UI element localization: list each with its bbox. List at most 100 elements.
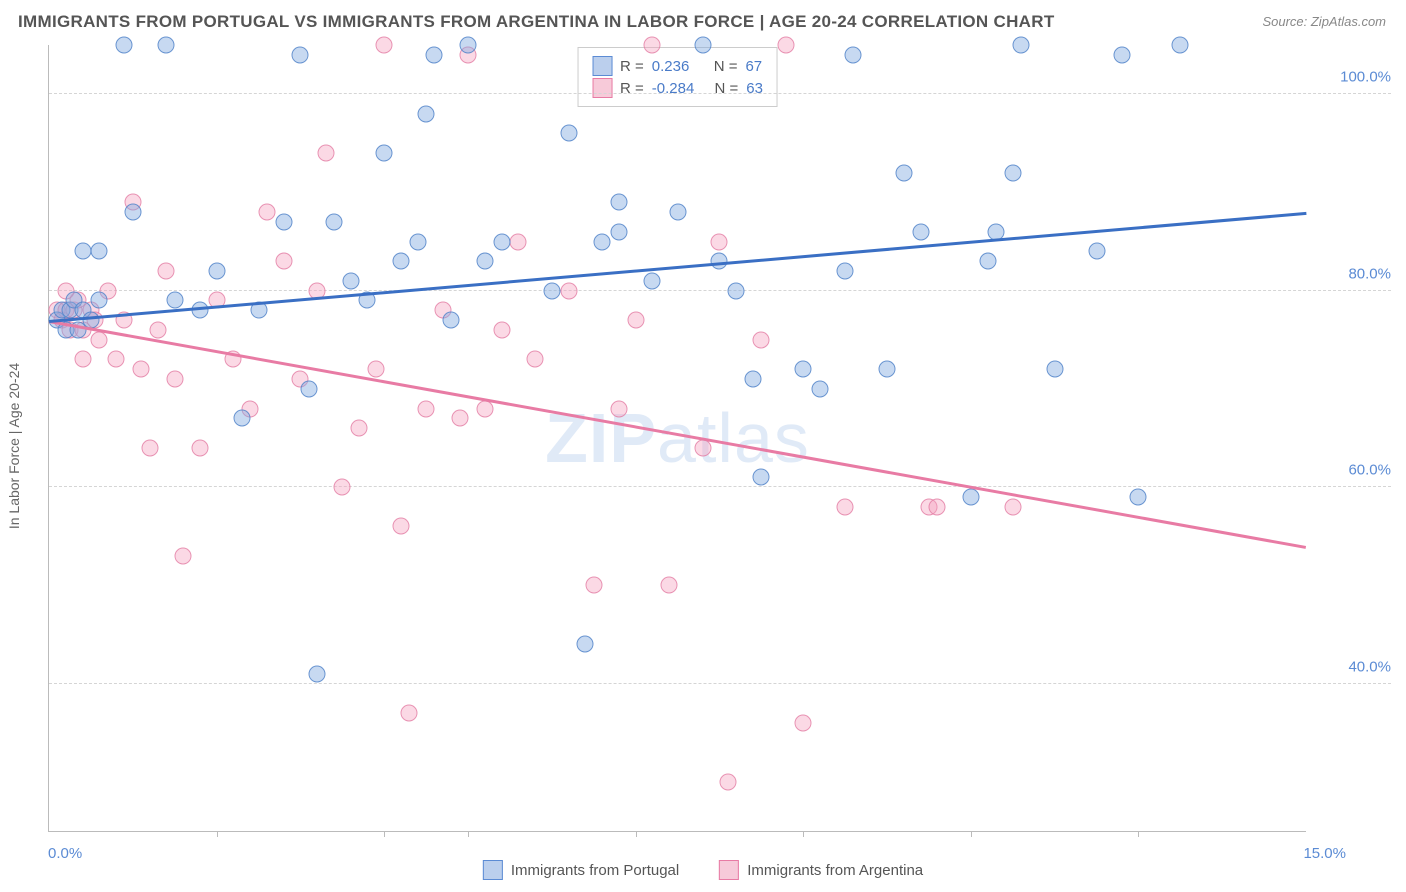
data-point xyxy=(300,380,317,397)
gridline xyxy=(49,486,1391,487)
data-point xyxy=(610,400,627,417)
y-tick-label: 80.0% xyxy=(1311,265,1391,282)
data-point xyxy=(694,37,711,54)
data-point xyxy=(837,498,854,515)
data-point xyxy=(158,262,175,279)
r-value-blue: 0.236 xyxy=(652,58,690,75)
data-point xyxy=(275,213,292,230)
data-point xyxy=(1130,488,1147,505)
data-point xyxy=(962,488,979,505)
trend-line xyxy=(49,212,1306,323)
data-point xyxy=(233,410,250,427)
data-point xyxy=(208,262,225,279)
data-point xyxy=(661,577,678,594)
data-point xyxy=(744,371,761,388)
swatch-blue-icon xyxy=(483,860,503,880)
data-point xyxy=(527,351,544,368)
data-point xyxy=(401,705,418,722)
gridline xyxy=(49,290,1391,291)
data-point xyxy=(476,400,493,417)
data-point xyxy=(317,145,334,162)
y-axis-title: In Labor Force | Age 20-24 xyxy=(6,363,22,529)
chart-title: IMMIGRANTS FROM PORTUGAL VS IMMIGRANTS F… xyxy=(18,12,1055,32)
data-point xyxy=(91,331,108,348)
data-point xyxy=(577,636,594,653)
data-point xyxy=(166,292,183,309)
data-point xyxy=(426,46,443,63)
series-pink-label: Immigrants from Argentina xyxy=(747,862,923,879)
data-point xyxy=(560,282,577,299)
data-point xyxy=(795,714,812,731)
data-point xyxy=(929,498,946,515)
data-point xyxy=(392,518,409,535)
data-point xyxy=(728,282,745,299)
data-point xyxy=(418,105,435,122)
data-point xyxy=(594,233,611,250)
data-point xyxy=(342,272,359,289)
swatch-pink-icon xyxy=(719,860,739,880)
trend-line xyxy=(49,320,1306,548)
y-tick-label: 100.0% xyxy=(1311,69,1391,86)
data-point xyxy=(1088,243,1105,260)
data-point xyxy=(309,665,326,682)
data-point xyxy=(895,164,912,181)
data-point xyxy=(367,361,384,378)
data-point xyxy=(175,547,192,564)
data-point xyxy=(610,223,627,240)
gridline xyxy=(49,93,1391,94)
data-point xyxy=(1013,37,1030,54)
data-point xyxy=(1172,37,1189,54)
data-point xyxy=(1046,361,1063,378)
data-point xyxy=(392,253,409,270)
data-point xyxy=(1004,164,1021,181)
data-point xyxy=(644,272,661,289)
data-point xyxy=(149,321,166,338)
x-tick xyxy=(384,831,385,837)
x-tick xyxy=(468,831,469,837)
data-point xyxy=(493,321,510,338)
data-point xyxy=(560,125,577,142)
x-max-label: 15.0% xyxy=(1303,845,1346,862)
x-tick xyxy=(803,831,804,837)
x-tick xyxy=(636,831,637,837)
data-point xyxy=(879,361,896,378)
data-point xyxy=(133,361,150,378)
data-point xyxy=(91,292,108,309)
data-point xyxy=(376,37,393,54)
data-point xyxy=(795,361,812,378)
swatch-pink-icon xyxy=(592,78,612,98)
data-point xyxy=(108,351,125,368)
data-point xyxy=(292,46,309,63)
data-point xyxy=(644,37,661,54)
x-tick xyxy=(1138,831,1139,837)
data-point xyxy=(778,37,795,54)
gridline xyxy=(49,683,1391,684)
data-point xyxy=(1004,498,1021,515)
data-point xyxy=(837,262,854,279)
data-point xyxy=(719,773,736,790)
plot-area: ZIPatlas R = 0.236 N = 67 R = -0.284 N =… xyxy=(48,45,1306,832)
data-point xyxy=(376,145,393,162)
n-value-blue: 67 xyxy=(745,58,762,75)
data-point xyxy=(158,37,175,54)
data-point xyxy=(510,233,527,250)
data-point xyxy=(811,380,828,397)
watermark: ZIPatlas xyxy=(545,398,810,478)
data-point xyxy=(912,223,929,240)
x-tick xyxy=(217,831,218,837)
data-point xyxy=(275,253,292,270)
data-point xyxy=(74,351,91,368)
x-tick xyxy=(971,831,972,837)
x-min-label: 0.0% xyxy=(48,845,82,862)
correlation-legend: R = 0.236 N = 67 R = -0.284 N = 63 xyxy=(577,47,778,107)
data-point xyxy=(543,282,560,299)
data-point xyxy=(669,204,686,221)
data-point xyxy=(418,400,435,417)
data-point xyxy=(124,204,141,221)
source-label: Source: ZipAtlas.com xyxy=(1262,14,1386,29)
data-point xyxy=(610,194,627,211)
data-point xyxy=(493,233,510,250)
data-point xyxy=(334,479,351,496)
data-point xyxy=(258,204,275,221)
n-label: N = xyxy=(714,58,738,75)
